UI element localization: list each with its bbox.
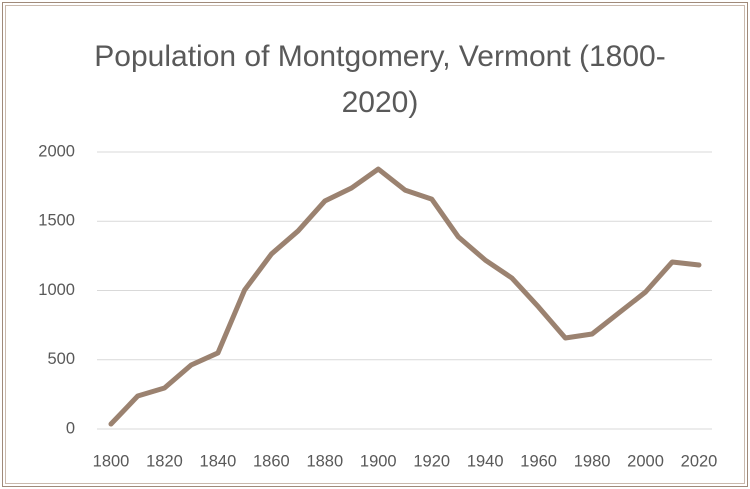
x-tick-label: 2020 <box>681 452 718 470</box>
x-tick-label: 1820 <box>146 452 183 470</box>
data-line <box>108 166 702 427</box>
y-tick-label: 1000 <box>38 281 75 299</box>
x-tick-label: 1900 <box>360 452 397 470</box>
chart-title: Population of Montgomery, Vermont (1800-… <box>94 40 666 119</box>
x-tick-label: 1860 <box>253 452 290 470</box>
x-tick-label: 1940 <box>467 452 504 470</box>
x-tick-label: 1980 <box>574 452 611 470</box>
x-tick-label: 1960 <box>520 452 557 470</box>
x-tick-label: 1800 <box>93 452 130 470</box>
x-tick-label: 1880 <box>306 452 343 470</box>
y-tick-label: 2000 <box>38 142 75 160</box>
x-tick-label: 1840 <box>200 452 237 470</box>
x-tick-label: 1920 <box>413 452 450 470</box>
y-tick-label: 500 <box>47 350 75 368</box>
x-tick-label: 2000 <box>627 452 664 470</box>
y-tick-label: 1500 <box>38 212 75 230</box>
y-tick-label: 0 <box>66 419 75 437</box>
